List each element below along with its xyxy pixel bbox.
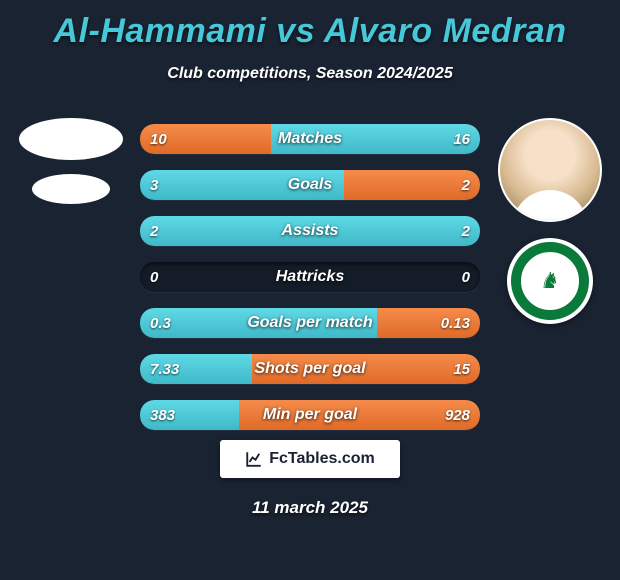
left-player-column	[8, 118, 133, 204]
value-left: 7.33	[150, 354, 179, 384]
bar-left	[140, 308, 377, 338]
bar-right	[310, 216, 480, 246]
bar-right	[239, 400, 480, 430]
bar-left	[140, 170, 344, 200]
chart-icon	[245, 450, 263, 468]
value-left: 0	[150, 262, 158, 292]
stat-row: 0.30.13Goals per match	[140, 308, 480, 338]
page-title: Al-Hammami vs Alvaro Medran	[0, 0, 620, 51]
player-avatar-left	[19, 118, 123, 160]
source-badge: FcTables.com	[220, 440, 400, 478]
stat-label: Hattricks	[140, 262, 480, 292]
comparison-card: Al-Hammami vs Alvaro Medran Club competi…	[0, 0, 620, 580]
value-right: 2	[462, 170, 470, 200]
club-badge-center: ♞	[529, 260, 571, 302]
stat-bars: 1016Matches32Goals22Assists00Hattricks0.…	[140, 124, 480, 446]
player-avatar-right	[498, 118, 602, 222]
stat-row: 383928Min per goal	[140, 400, 480, 430]
bar-right	[252, 354, 480, 384]
club-badge-left	[32, 174, 110, 204]
bar-right	[344, 170, 480, 200]
value-right: 928	[445, 400, 470, 430]
value-right: 0.13	[441, 308, 470, 338]
stat-row: 0 0Hattricks	[140, 262, 480, 292]
stat-row: 1016Matches	[140, 124, 480, 154]
value-right: 16	[453, 124, 470, 154]
date-label: 11 march 2025	[0, 498, 620, 518]
subtitle: Club competitions, Season 2024/2025	[0, 65, 620, 83]
bar-right	[271, 124, 480, 154]
club-badge-right: ♞	[507, 238, 593, 324]
value-left: 10	[150, 124, 167, 154]
value-right: 15	[453, 354, 470, 384]
stat-row: 22Assists	[140, 216, 480, 246]
right-player-column: ♞	[487, 118, 612, 324]
value-left: 383	[150, 400, 175, 430]
horse-icon: ♞	[540, 268, 560, 294]
value-right: 0	[462, 262, 470, 292]
stat-row: 7.3315Shots per goal	[140, 354, 480, 384]
value-left: 3	[150, 170, 158, 200]
value-left: 0.3	[150, 308, 171, 338]
value-left: 2	[150, 216, 158, 246]
stat-row: 32Goals	[140, 170, 480, 200]
value-right: 2	[462, 216, 470, 246]
source-text: FcTables.com	[269, 450, 375, 468]
bar-left	[140, 216, 310, 246]
